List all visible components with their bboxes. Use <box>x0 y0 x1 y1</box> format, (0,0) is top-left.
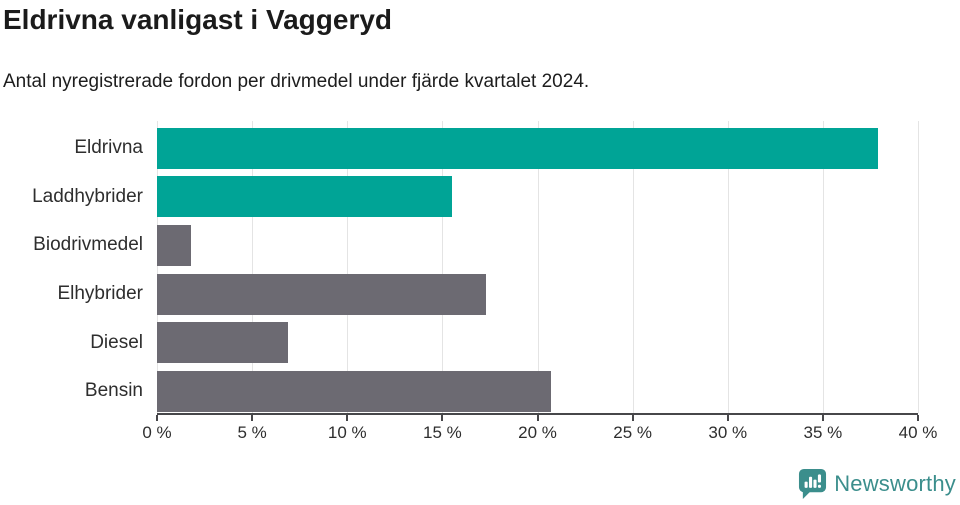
category-label-bensin: Bensin <box>84 380 143 402</box>
chart-subtitle: Antal nyregistrerade fordon per drivmede… <box>3 71 590 92</box>
x-tick-label-10: 10 % <box>327 423 367 442</box>
x-tick-label-30: 30 % <box>708 423 748 442</box>
x-tick-label-15: 15 % <box>423 423 462 442</box>
x-tick-label-40: 40 % <box>898 423 938 442</box>
tick-mark-40 <box>917 415 919 421</box>
plot-area <box>156 121 919 421</box>
bar-diesel <box>157 322 289 364</box>
x-tick-label-35: 35 % <box>803 423 843 442</box>
gridline-25 <box>632 121 634 413</box>
tick-mark-5 <box>251 415 254 421</box>
category-axis-labels: Eldrivna Laddhybrider Biodrivmedel Elhybrid… <box>0 121 143 413</box>
gridline-5 <box>252 121 254 413</box>
category-label-elhybrider: Elhybrider <box>57 283 143 304</box>
newsworthy-logo-text: Newsworthy <box>834 471 956 496</box>
x-tick-label-20: 20 % <box>518 423 557 442</box>
category-label-biodrivmedel: Biodrivmedel <box>33 234 143 256</box>
gridline-40 <box>918 121 919 413</box>
gridline-15 <box>442 121 444 413</box>
newsworthy-logo-icon <box>799 469 827 499</box>
x-tick-label-5: 5 % <box>237 423 267 442</box>
bar-laddhybrider <box>157 176 452 218</box>
tick-mark-35 <box>821 415 824 421</box>
x-tick-label-0: 0 % <box>142 423 172 442</box>
tick-mark-20 <box>536 415 539 421</box>
x-tick-label-25: 25 % <box>613 423 652 442</box>
gridline-10 <box>347 121 349 413</box>
gridline-20 <box>537 121 539 413</box>
category-label-laddhybrider: Laddhybrider <box>32 185 143 207</box>
chart-title: Eldrivna vanligast i Vaggeryd <box>3 4 393 35</box>
gridline-35 <box>822 121 824 413</box>
value-axis-labels: 0 % 5 % 10 % 15 % 20 % 25 % 30 % 35 % 40 % <box>0 423 960 445</box>
category-label-eldrivna: Eldrivna <box>74 137 143 158</box>
tick-mark-15 <box>441 415 444 421</box>
tick-mark-25 <box>631 415 634 421</box>
bar-biodrivmedel <box>157 224 192 266</box>
gridline-30 <box>727 121 729 413</box>
bar-eldrivna <box>157 127 879 169</box>
gridline-0 <box>157 121 158 413</box>
tick-mark-30 <box>726 415 729 421</box>
bar-bensin <box>157 370 551 412</box>
category-label-diesel: Diesel <box>90 331 143 353</box>
tick-mark-10 <box>346 415 349 421</box>
tick-mark-0 <box>156 415 158 421</box>
bar-elhybrider <box>157 273 487 315</box>
newsworthy-logo: Newsworthy <box>798 468 956 500</box>
